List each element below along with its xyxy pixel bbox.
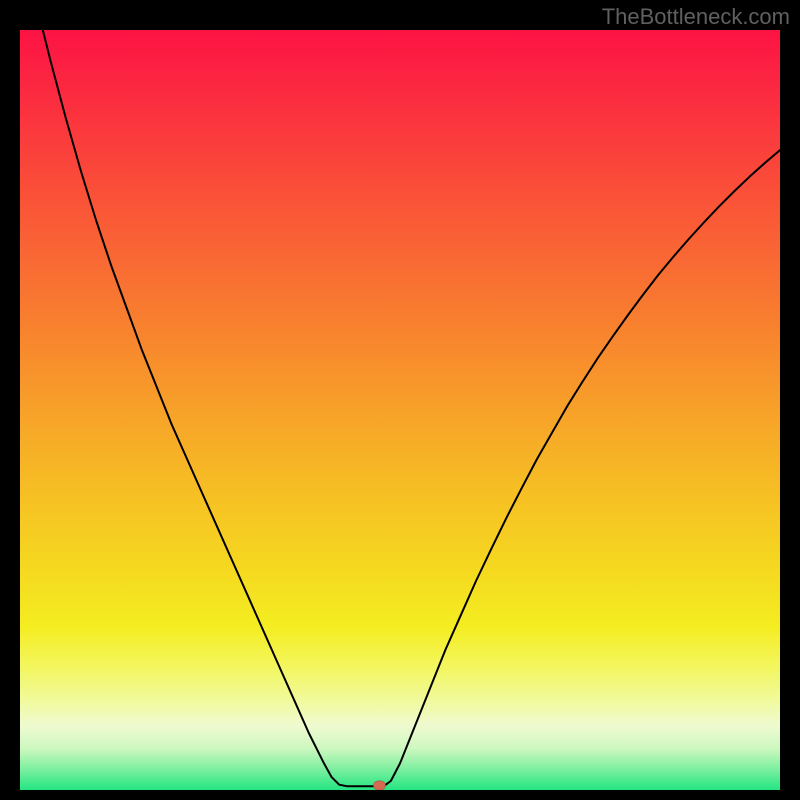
minimum-marker — [373, 781, 385, 790]
bottleneck-curve-chart — [20, 30, 780, 790]
chart-background-gradient — [20, 30, 780, 790]
chart-plot-area — [20, 30, 780, 790]
watermark-text: TheBottleneck.com — [602, 4, 790, 30]
